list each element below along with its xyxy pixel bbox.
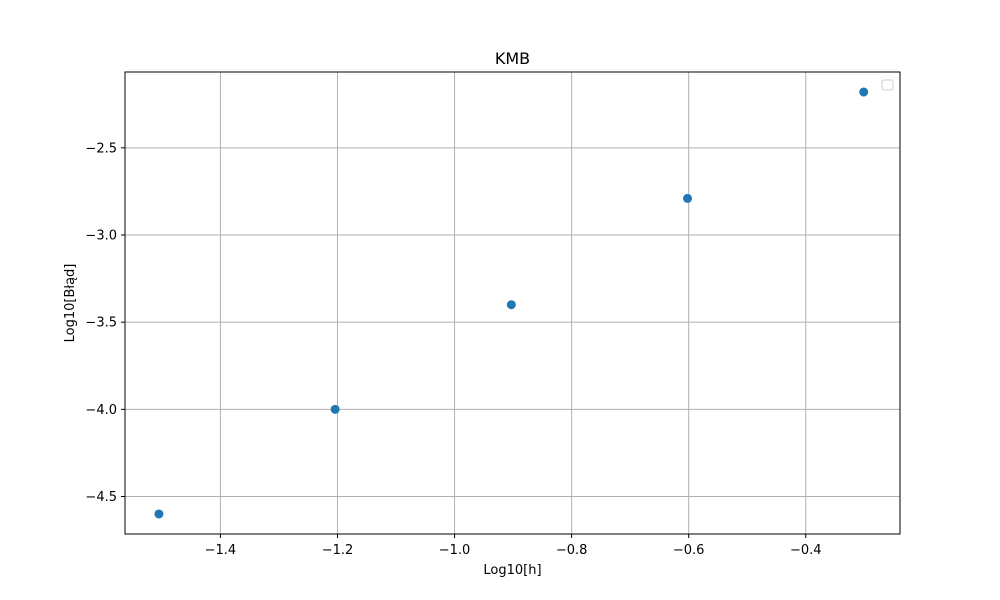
x-axis-label: Log10[h] [483, 563, 541, 578]
data-point [154, 509, 164, 519]
x-tick-label: −1.4 [205, 543, 237, 558]
data-point [859, 87, 869, 97]
y-tick-label: −2.5 [85, 141, 117, 156]
y-tick-label: −3.5 [85, 316, 117, 331]
data-point [506, 300, 516, 310]
y-tick-label: −4.5 [85, 490, 117, 505]
chart-title: KMB [495, 49, 530, 68]
x-tick-label: −0.8 [556, 543, 588, 558]
axis-ticks: −1.4 −1.2 −1.0 −0.8 −0.6 −0.4 −4.5 −4.0 −3.5 −3.0… [85, 141, 821, 558]
x-tick-label: −1.2 [322, 543, 354, 558]
x-tick-label: −0.4 [790, 543, 822, 558]
data-point [683, 193, 693, 203]
y-tick-label: −3.0 [85, 229, 117, 244]
legend-box [881, 79, 894, 91]
x-tick-label: −1.0 [439, 543, 471, 558]
grid [125, 72, 900, 534]
y-tick-label: −4.0 [85, 403, 117, 418]
y-axis-label: Log10[Błąd] [63, 264, 78, 343]
x-tick-label: −0.6 [673, 543, 705, 558]
plot-area-frame [124, 71, 901, 535]
data-point [330, 404, 340, 414]
scatter-points [154, 87, 869, 519]
